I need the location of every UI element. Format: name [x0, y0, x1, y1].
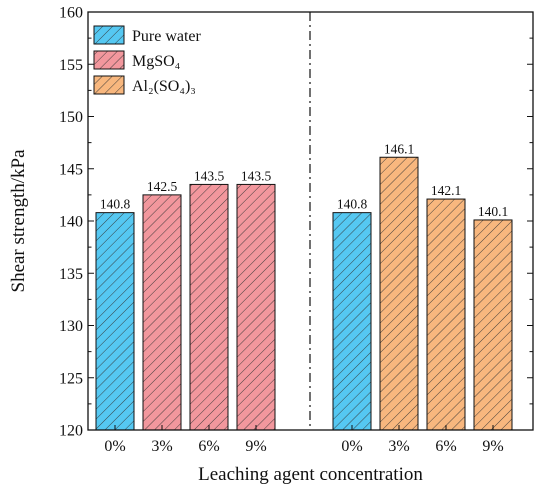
x-tick-label: 9% — [482, 438, 503, 455]
bar-hatch — [473, 219, 513, 431]
x-tick-label: 6% — [435, 438, 456, 455]
bar — [142, 194, 182, 431]
y-tick-label: 120 — [59, 423, 83, 440]
legend-swatch-hatch — [93, 50, 125, 70]
data-label: 140.8 — [100, 197, 131, 212]
bar — [189, 183, 229, 431]
y-tick-label: 135 — [59, 266, 83, 283]
data-label: 140.1 — [478, 204, 508, 219]
legend-item: MgSO₄ — [93, 50, 181, 70]
bars-layer — [95, 156, 513, 431]
y-tick-label: 160 — [59, 5, 83, 22]
bar-hatch — [332, 212, 372, 431]
bar — [473, 219, 513, 431]
bar — [379, 156, 419, 431]
y-tick-label: 150 — [59, 109, 83, 126]
x-tick-label: 0% — [341, 438, 362, 455]
legend: Pure water MgSO₄ Al₂(SO₄)₃ — [93, 25, 202, 95]
y-tick-label: 145 — [59, 161, 83, 178]
x-tick-label: 0% — [104, 438, 125, 455]
legend-item: Al₂(SO₄)₃ — [93, 75, 196, 95]
x-tick-label: 3% — [151, 438, 172, 455]
data-label: 142.5 — [147, 179, 178, 194]
data-label: 143.5 — [194, 168, 225, 183]
y-tick-label: 155 — [59, 57, 83, 74]
bar-hatch — [142, 194, 182, 431]
x-tick-label: 6% — [198, 438, 219, 455]
legend-label: MgSO₄ — [132, 53, 181, 70]
bar — [332, 212, 372, 431]
data-label: 143.5 — [241, 168, 272, 183]
y-tick-label: 130 — [59, 318, 83, 335]
bar-hatch — [426, 198, 466, 431]
bar-hatch — [236, 183, 276, 431]
bar — [236, 183, 276, 431]
bar — [426, 198, 466, 431]
bar-hatch — [189, 183, 229, 431]
data-label: 140.8 — [337, 197, 368, 212]
bar-hatch — [95, 212, 135, 431]
x-axis: 0% 3% 6% 9% 0% 3% 6% 9% — [104, 425, 504, 455]
x-tick-label: 9% — [245, 438, 266, 455]
y-tick-label: 140 — [59, 214, 83, 231]
bar-hatch — [379, 156, 419, 431]
x-axis-title: Leaching agent concentration — [198, 464, 423, 485]
data-labels-layer: 140.8 142.5 143.5 143.5 140.8 146.1 142.1 140.1 — [100, 141, 508, 219]
legend-label: Al₂(SO₄)₃ — [132, 78, 196, 95]
legend-item: Pure water — [93, 25, 202, 45]
legend-swatch-hatch — [93, 75, 125, 95]
data-label: 142.1 — [431, 183, 461, 198]
legend-label: Pure water — [132, 28, 202, 45]
x-tick-label: 3% — [388, 438, 409, 455]
data-label: 146.1 — [384, 141, 414, 156]
y-tick-label: 125 — [59, 370, 83, 387]
legend-swatch-hatch — [93, 25, 125, 45]
bar — [95, 212, 135, 431]
y-axis: 120 125 130 135 140 145 150 155 160 — [59, 5, 533, 440]
y-axis-title: Shear strength/kPa — [8, 149, 29, 293]
